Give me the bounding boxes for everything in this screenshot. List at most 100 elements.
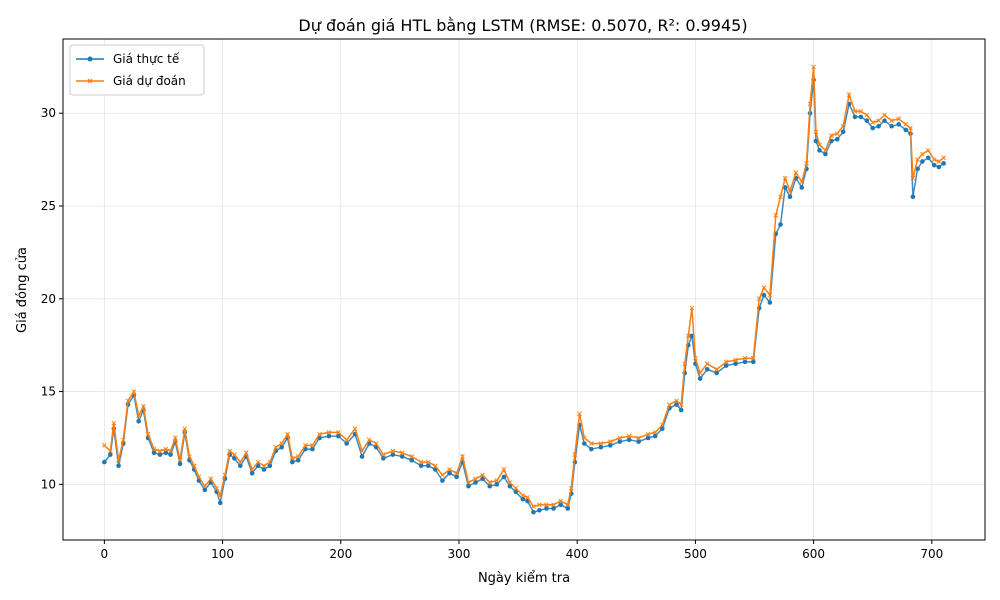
actual-point bbox=[674, 402, 679, 407]
predicted-point bbox=[876, 118, 881, 123]
actual-point bbox=[589, 446, 594, 452]
actual-point bbox=[494, 482, 500, 487]
actual-point bbox=[480, 476, 485, 482]
actual-point bbox=[689, 333, 695, 339]
predicted-point bbox=[659, 422, 665, 428]
predicted-point bbox=[807, 101, 813, 107]
predicted-point bbox=[163, 446, 169, 452]
predicted-point bbox=[460, 454, 465, 459]
actual-point bbox=[295, 457, 301, 463]
actual-point bbox=[761, 292, 767, 298]
predicted-point bbox=[767, 292, 773, 298]
predicted-point bbox=[380, 452, 386, 457]
actual-point bbox=[310, 446, 315, 452]
actual-point bbox=[733, 361, 738, 367]
actual-point bbox=[652, 433, 658, 439]
actual-point bbox=[852, 114, 858, 120]
actual-point bbox=[598, 444, 604, 450]
actual-point bbox=[778, 222, 783, 227]
actual-point bbox=[531, 509, 536, 515]
actual-point bbox=[177, 461, 183, 467]
predicted-point bbox=[136, 413, 142, 419]
actual-point bbox=[876, 123, 881, 129]
actual-point bbox=[238, 463, 243, 469]
predicted-point bbox=[544, 502, 549, 508]
x-tick-label: 200 bbox=[329, 547, 352, 561]
actual-point bbox=[157, 452, 163, 457]
y-axis: 10 15 20 25 30 bbox=[41, 106, 63, 491]
x-tick-label: 0 bbox=[101, 547, 109, 561]
actual-point bbox=[645, 435, 651, 441]
predicted-point bbox=[125, 398, 131, 404]
predicted-point bbox=[617, 435, 623, 441]
actual-point bbox=[151, 450, 157, 456]
predicted-point bbox=[222, 472, 228, 478]
predicted-point bbox=[418, 459, 424, 465]
predicted-point bbox=[565, 502, 571, 508]
predicted-point bbox=[131, 389, 137, 394]
predicted-point bbox=[667, 402, 672, 407]
predicted-point bbox=[636, 435, 642, 441]
actual-point bbox=[782, 185, 788, 190]
predicted-point bbox=[191, 463, 197, 469]
predicted-point bbox=[480, 472, 485, 478]
predicted-point bbox=[678, 402, 684, 407]
x-axis-label: Ngày kiểm tra bbox=[478, 571, 570, 586]
predicted-point bbox=[919, 151, 925, 157]
predicted-point bbox=[120, 437, 126, 443]
plot-area-frame bbox=[62, 38, 986, 541]
actual-point bbox=[617, 439, 623, 444]
y-tick-label: 20 bbox=[41, 292, 56, 306]
legend-predicted-label: Giá dự đoán bbox=[113, 74, 186, 88]
actual-markers bbox=[102, 77, 946, 515]
predicted-point bbox=[813, 129, 819, 135]
predicted-point bbox=[227, 448, 233, 454]
predicted-point bbox=[261, 463, 267, 469]
predicted-point bbox=[864, 112, 870, 118]
predicted-point bbox=[828, 133, 834, 138]
actual-point bbox=[558, 502, 563, 508]
actual-point bbox=[915, 166, 920, 172]
predicted-point bbox=[799, 179, 805, 185]
predicted-point bbox=[531, 504, 536, 509]
predicted-point bbox=[399, 450, 405, 456]
predicted-point bbox=[187, 454, 192, 459]
actual-point bbox=[858, 114, 864, 120]
predicted-point bbox=[761, 285, 767, 290]
actual-point bbox=[102, 459, 107, 465]
actual-point bbox=[425, 463, 431, 469]
x-tick-label: 100 bbox=[211, 547, 234, 561]
predicted-point bbox=[941, 155, 946, 161]
predicted-point bbox=[513, 485, 519, 491]
predicted-point bbox=[793, 170, 799, 175]
actual-point bbox=[660, 426, 665, 431]
predicted-point bbox=[704, 361, 710, 367]
predicted-point bbox=[289, 456, 295, 461]
predicted-point bbox=[507, 480, 513, 485]
predicted-point bbox=[834, 131, 840, 136]
predicted-point bbox=[817, 142, 822, 148]
actual-point bbox=[799, 185, 805, 190]
predicted-point bbox=[202, 483, 208, 489]
actual-point bbox=[418, 463, 424, 469]
actual-point bbox=[473, 480, 478, 485]
predicted-point bbox=[366, 437, 372, 443]
actual-point bbox=[864, 118, 870, 123]
predicted-point bbox=[551, 502, 556, 508]
predicted-point bbox=[501, 467, 507, 472]
actual-point bbox=[925, 155, 931, 161]
predicted-point bbox=[237, 459, 243, 465]
actual-point bbox=[359, 454, 365, 459]
predicted-point bbox=[214, 485, 220, 491]
predicted-point bbox=[598, 441, 604, 446]
y-tick-label: 30 bbox=[41, 106, 56, 120]
actual-point bbox=[834, 136, 840, 142]
actual-point bbox=[168, 452, 173, 457]
actual-point bbox=[507, 483, 513, 489]
predicted-point bbox=[359, 448, 365, 454]
legend: Giá thực tế Giá dự đoán bbox=[69, 44, 205, 96]
actual-point bbox=[390, 452, 396, 457]
predicted-point bbox=[581, 435, 587, 441]
predicted-point bbox=[782, 175, 788, 181]
